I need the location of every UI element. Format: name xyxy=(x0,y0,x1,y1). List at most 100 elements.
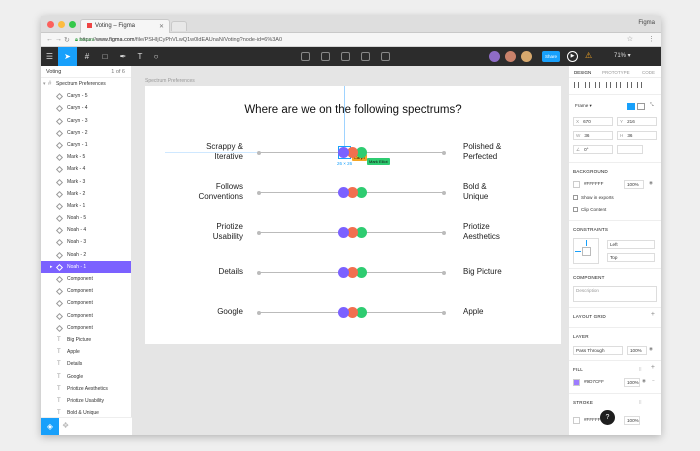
frame-heading[interactable]: Where are we on the following spectrums? xyxy=(244,104,462,116)
right-label[interactable]: Bold & Unique xyxy=(463,182,553,202)
main-menu-icon[interactable]: ☰ xyxy=(45,52,54,61)
layer-row[interactable]: Mark - 1 xyxy=(41,200,131,212)
align-vcenter-icon[interactable] xyxy=(616,82,621,88)
rotation-field[interactable]: ∠ 0° xyxy=(573,145,613,154)
background-opacity[interactable]: 100% xyxy=(624,180,644,189)
boolean-icon[interactable] xyxy=(341,52,350,61)
vote-dot[interactable] xyxy=(356,267,367,278)
fill-opacity[interactable]: 100% xyxy=(624,378,640,387)
layer-row[interactable]: T Big Picture xyxy=(41,334,131,346)
layer-row[interactable]: Mark - 4 xyxy=(41,163,131,175)
vote-dot[interactable] xyxy=(347,227,358,238)
expand-caret-icon[interactable]: ▾ xyxy=(43,81,46,87)
layer-row[interactable]: Noah - 4 xyxy=(41,224,131,236)
blend-mode-select[interactable]: Pass Through xyxy=(573,346,623,355)
stroke-hex[interactable]: #FFFFFF xyxy=(584,417,604,422)
vote-dot[interactable] xyxy=(347,147,358,158)
tab-design[interactable]: DESIGN xyxy=(574,70,592,75)
layer-row[interactable]: ▸ Noah - 1 xyxy=(41,260,131,273)
constraint-diagram[interactable] xyxy=(573,238,599,264)
landscape-icon[interactable] xyxy=(637,103,645,110)
back-icon[interactable]: ← xyxy=(46,36,53,43)
stroke-opacity[interactable]: 100% xyxy=(624,416,640,425)
design-canvas[interactable]: Spectrum Preferences Where are we on the… xyxy=(132,66,568,435)
fill-hex[interactable]: #9D7CFF xyxy=(584,379,604,384)
layer-row[interactable]: Component xyxy=(41,297,131,309)
y-field[interactable]: Y 216 xyxy=(617,117,657,126)
forward-icon[interactable]: → xyxy=(55,36,62,43)
styles-icon[interactable]: ⁞⁞ xyxy=(639,400,642,405)
vote-dot[interactable] xyxy=(347,307,358,318)
vote-dot[interactable] xyxy=(338,267,349,278)
layer-opacity[interactable]: 100% xyxy=(627,346,647,355)
vote-dot[interactable] xyxy=(338,227,349,238)
avatar[interactable] xyxy=(521,51,532,62)
layer-row[interactable]: Caryn - 3 xyxy=(41,115,131,127)
avatar[interactable] xyxy=(489,51,500,62)
vertical-constraint-select[interactable]: Top xyxy=(607,253,655,262)
comment-tool-icon[interactable]: ○ xyxy=(153,52,159,61)
layer-row[interactable]: Noah - 2 xyxy=(41,249,131,261)
browser-menu-icon[interactable]: ⋮ xyxy=(648,36,655,43)
layer-row[interactable]: T Google xyxy=(41,371,131,383)
layer-row[interactable]: Noah - 5 xyxy=(41,212,131,224)
show-in-exports-checkbox[interactable]: Show in exports xyxy=(573,195,614,200)
left-label[interactable]: Scrappy & Iterative xyxy=(153,142,243,162)
align-bottom-icon[interactable] xyxy=(626,82,632,88)
layer-row[interactable]: T Bold & Unique xyxy=(41,407,131,419)
maximize-window-button[interactable] xyxy=(69,21,76,28)
corner-radius-field[interactable] xyxy=(617,145,643,154)
left-label[interactable]: Follows Conventions xyxy=(153,182,243,202)
background-swatch[interactable] xyxy=(573,181,580,188)
styles-icon[interactable]: ⁞⁞ xyxy=(639,367,642,372)
layer-row[interactable]: ▾ # Spectrum Preferences xyxy=(41,78,131,90)
layer-row[interactable]: Mark - 2 xyxy=(41,188,131,200)
warning-icon[interactable]: ⚠ xyxy=(585,51,593,60)
clip-content-checkbox[interactable]: Clip Content xyxy=(573,207,606,212)
layer-row[interactable]: Mark - 3 xyxy=(41,176,131,188)
background-hex[interactable]: #FFFFFF xyxy=(584,181,604,186)
expand-caret-icon[interactable]: ▸ xyxy=(50,263,53,270)
vote-dot[interactable] xyxy=(356,307,367,318)
tab-code[interactable]: CODE xyxy=(642,70,656,75)
close-window-button[interactable] xyxy=(47,21,54,28)
stroke-swatch[interactable] xyxy=(573,417,580,424)
layer-row[interactable]: Caryn - 2 xyxy=(41,127,131,139)
fill-icon[interactable] xyxy=(361,52,370,61)
vote-dot[interactable] xyxy=(347,187,358,198)
mask-icon[interactable] xyxy=(321,52,330,61)
shape-tool-icon[interactable]: □ xyxy=(102,52,108,61)
layer-row[interactable]: Caryn - 5 xyxy=(41,90,131,102)
component-icon[interactable] xyxy=(301,52,310,61)
vote-dot[interactable] xyxy=(347,267,358,278)
vote-dot[interactable] xyxy=(356,187,367,198)
vote-dot[interactable] xyxy=(338,307,349,318)
share-button[interactable]: Share xyxy=(542,51,560,62)
frame-type-select[interactable]: Frame ▾ xyxy=(575,103,592,108)
left-label[interactable]: Priotize Usability xyxy=(153,222,243,242)
avatar[interactable] xyxy=(505,51,516,62)
eye-icon[interactable]: ◉ xyxy=(649,346,654,351)
add-layout-grid-icon[interactable]: + xyxy=(650,311,655,318)
close-tab-icon[interactable]: ✕ xyxy=(158,24,164,30)
height-field[interactable]: H 36 xyxy=(617,131,657,140)
text-tool-icon[interactable]: T xyxy=(137,52,143,61)
tab-prototype[interactable]: PROTOTYPE xyxy=(602,70,630,75)
layer-row[interactable]: T Priotize Usability xyxy=(41,395,131,407)
frame-tool-icon[interactable]: # xyxy=(84,52,90,61)
layers-tab-icon[interactable]: ◈ xyxy=(41,418,59,435)
x-field[interactable]: X 670 xyxy=(573,117,613,126)
layer-row[interactable]: Component xyxy=(41,322,131,334)
width-field[interactable]: W 36 xyxy=(573,131,613,140)
right-label[interactable]: Apple xyxy=(463,307,553,317)
right-label[interactable]: Polished & Perfected xyxy=(463,142,553,162)
remove-fill-icon[interactable]: − xyxy=(652,378,655,383)
left-label[interactable]: Details xyxy=(153,267,243,277)
layer-row[interactable]: Caryn - 4 xyxy=(41,102,131,114)
layer-row[interactable]: Component xyxy=(41,273,131,285)
layer-row[interactable]: Caryn - 1 xyxy=(41,139,131,151)
present-play-icon[interactable]: ▶ xyxy=(567,51,578,62)
reload-icon[interactable]: ↻ xyxy=(64,37,70,44)
vote-dot[interactable] xyxy=(356,227,367,238)
layer-row[interactable]: T Apple xyxy=(41,346,131,358)
